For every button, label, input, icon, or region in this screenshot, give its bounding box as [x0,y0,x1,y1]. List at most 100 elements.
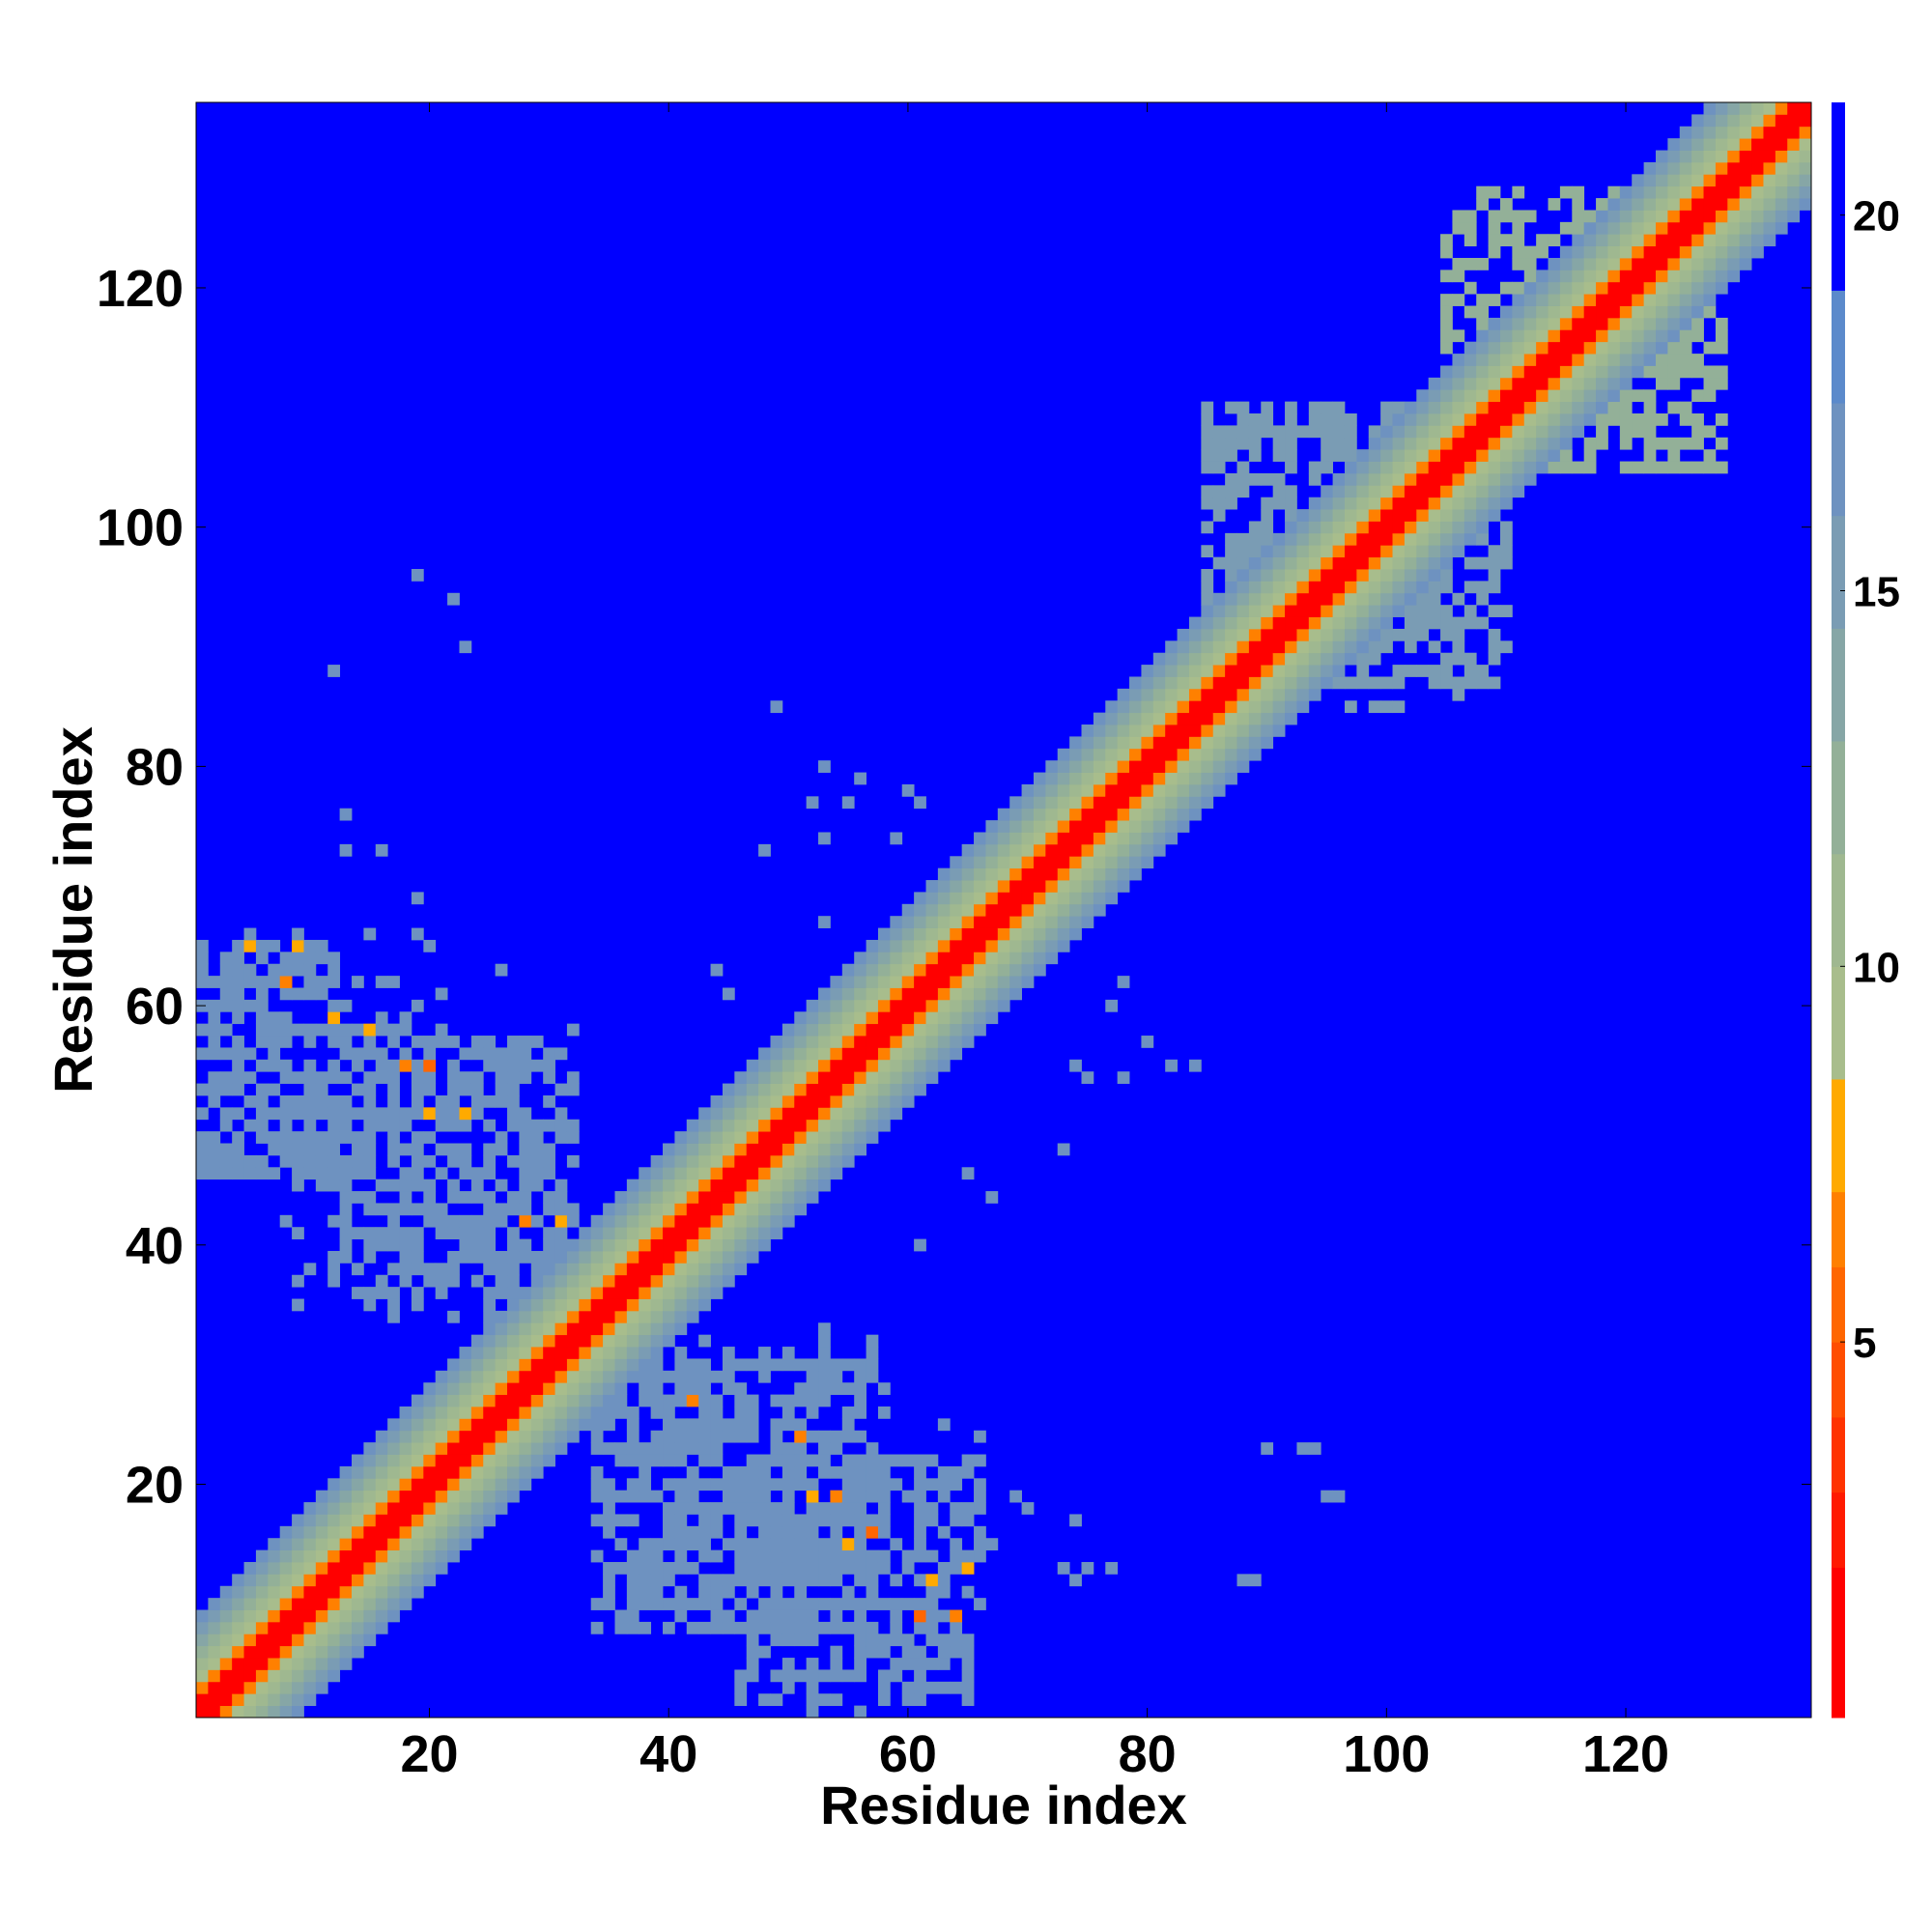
heatmap-cell [925,1634,939,1647]
heatmap-cell [1225,569,1237,582]
heatmap-cell [315,1179,328,1192]
heatmap-cell [483,1382,497,1395]
heatmap-cell [734,1094,748,1108]
heatmap-cell [841,1585,855,1599]
heatmap-cell [196,1609,209,1623]
heatmap-cell [268,939,281,952]
heatmap-cell [1512,365,1525,379]
heatmap-cell [1727,102,1741,115]
heatmap-cell [1021,783,1035,797]
heatmap-cell [1225,556,1237,570]
heatmap-cell [890,1059,903,1072]
heatmap-cell [1272,556,1286,570]
heatmap-cell [1523,258,1537,270]
heatmap-cell [387,1083,400,1096]
heatmap-cell [901,1681,915,1694]
heatmap-cell [985,1191,999,1204]
heatmap-cell [268,1621,281,1634]
heatmap-cell [794,1059,808,1072]
heatmap-cell [1081,820,1094,833]
heatmap-cell [435,1502,448,1515]
heatmap-cell [1404,665,1417,677]
heatmap-cell [1009,856,1022,869]
heatmap-cell [877,1478,891,1492]
heatmap-cell [1619,245,1633,259]
heatmap-cell [1667,245,1681,259]
heatmap-cell [1583,210,1597,223]
heatmap-cell [818,1598,831,1610]
heatmap-cell [375,1561,388,1575]
heatmap-cell [1787,138,1801,151]
heatmap-cell [363,1119,377,1132]
heatmap-cell [1285,569,1297,582]
heatmap-cell [399,1059,412,1072]
heatmap-cell [1045,892,1059,905]
heatmap-cell [950,880,963,893]
heatmap-cell [626,1310,639,1323]
heatmap-cell [399,1430,412,1443]
heatmap-cell [579,1250,592,1264]
heatmap-cell [626,1418,639,1432]
heatmap-cell [196,1705,209,1719]
heatmap-cell [1739,185,1752,199]
heatmap-cell [961,867,975,881]
heatmap-cell [1463,665,1477,677]
heatmap-cell [1201,425,1214,439]
heatmap-cell [1404,413,1417,426]
heatmap-cell [1368,437,1381,450]
heatmap-cell [1452,497,1465,510]
heatmap-cell [985,867,999,881]
heatmap-cell [399,1250,412,1264]
heatmap-cell [1344,556,1357,570]
heatmap-cell [303,1645,317,1659]
heatmap-cell [470,1083,484,1096]
heatmap-cell [1679,270,1692,283]
heatmap-cell [1463,377,1477,390]
heatmap-cell [1201,461,1214,474]
heatmap-cell [1129,760,1142,773]
heatmap-cell [1272,581,1286,594]
heatmap-cell [866,963,879,977]
heatmap-cell [1201,497,1214,510]
heatmap-cell [303,952,317,965]
heatmap-cell [1572,234,1585,247]
heatmap-cell [1404,640,1417,654]
heatmap-cell [770,1203,783,1216]
heatmap-cell [639,1203,652,1216]
heatmap-cell [1440,676,1453,690]
heatmap-cell [423,1083,437,1096]
heatmap-cell [363,1107,377,1121]
heatmap-cell [650,1287,664,1299]
heatmap-cell [1344,545,1357,558]
heatmap-cell [674,1287,688,1299]
heatmap-cell [387,1023,400,1037]
heatmap-cell [1488,401,1501,414]
heatmap-cell [1751,174,1764,187]
heatmap-cell [650,1154,664,1168]
heatmap-cell [937,927,951,941]
heatmap-cell [603,1394,615,1407]
heatmap-cell [1428,532,1441,546]
heatmap-cell [1356,640,1370,654]
heatmap-cell [734,1154,748,1168]
heatmap-cell [1069,760,1082,773]
heatmap-cell [268,1023,281,1037]
heatmap-cell [890,927,903,941]
heatmap-cell [1679,234,1692,247]
heatmap-cell [1069,820,1082,833]
heatmap-cell [626,1347,639,1359]
heatmap-cell [639,1561,652,1575]
heatmap-cell [758,1454,771,1467]
heatmap-cell [781,1203,795,1216]
heatmap-cell [663,1478,675,1492]
heatmap-cell [1332,425,1346,439]
heatmap-cell [1296,581,1310,594]
heatmap-cell [758,1574,771,1587]
heatmap-cell [375,1549,388,1563]
heatmap-cell [1105,772,1119,785]
heatmap-cell [758,1047,771,1061]
heatmap-cell [818,1119,831,1132]
heatmap-cell [1703,365,1717,379]
heatmap-cell [1225,485,1237,498]
heatmap-cell [1523,413,1537,426]
